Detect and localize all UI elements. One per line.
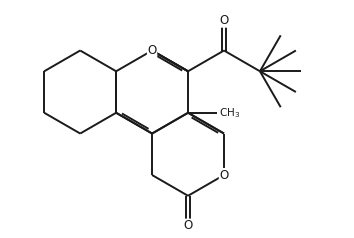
Text: O: O <box>219 14 229 27</box>
Text: CH$_3$: CH$_3$ <box>219 106 240 120</box>
Text: O: O <box>183 219 193 232</box>
Text: O: O <box>219 169 229 182</box>
Text: O: O <box>148 44 157 57</box>
